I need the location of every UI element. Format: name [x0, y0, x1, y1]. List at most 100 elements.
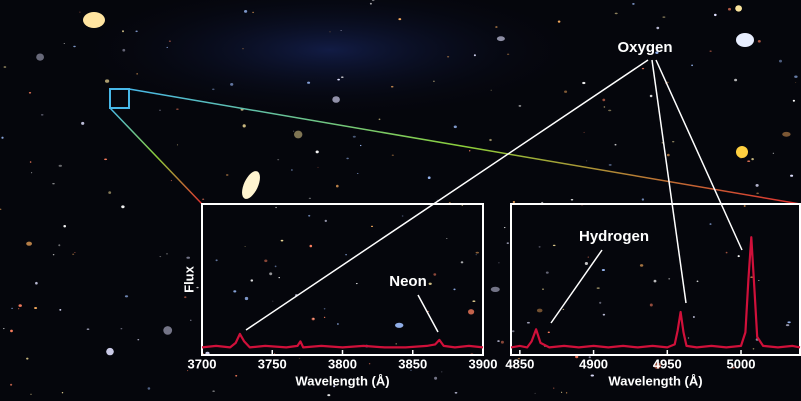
star	[329, 31, 331, 33]
star	[434, 376, 438, 380]
star	[252, 11, 255, 14]
star	[639, 264, 644, 267]
star	[272, 300, 274, 302]
star	[1, 136, 4, 139]
star	[601, 269, 606, 271]
x-tick-label: 3850	[398, 356, 427, 371]
star	[323, 308, 326, 310]
star	[269, 272, 273, 276]
x-tick-label: 4850	[505, 356, 534, 371]
star	[73, 45, 76, 48]
star	[725, 251, 728, 254]
galaxy	[83, 12, 105, 28]
star	[779, 59, 782, 63]
star	[307, 81, 311, 84]
x-tick-label: 4950	[653, 356, 682, 371]
star	[137, 339, 140, 341]
star	[536, 308, 543, 313]
star	[503, 227, 506, 229]
star	[590, 374, 594, 377]
x-tick-label: 3750	[258, 356, 287, 371]
star	[323, 316, 326, 318]
star	[453, 125, 457, 129]
galaxy	[736, 33, 754, 47]
star	[447, 56, 450, 58]
star	[534, 392, 536, 394]
star	[433, 80, 435, 83]
star	[79, 11, 81, 13]
star	[632, 3, 635, 5]
star	[317, 383, 320, 386]
star	[735, 5, 742, 12]
star	[327, 394, 331, 397]
star	[473, 54, 476, 57]
star	[58, 244, 61, 247]
star	[345, 254, 347, 256]
star	[341, 76, 344, 78]
star	[59, 309, 62, 311]
star	[545, 271, 549, 274]
star	[337, 78, 340, 81]
star	[309, 244, 313, 248]
star	[500, 340, 504, 344]
star	[641, 67, 645, 70]
star	[163, 326, 173, 335]
star	[696, 280, 699, 283]
star	[202, 198, 205, 200]
star	[58, 164, 62, 167]
star	[583, 131, 585, 133]
star	[795, 82, 797, 83]
star	[26, 357, 29, 360]
star	[506, 53, 510, 55]
star	[10, 383, 13, 386]
star	[453, 288, 456, 291]
star	[294, 130, 303, 139]
star	[655, 51, 659, 54]
star	[120, 328, 123, 330]
star	[517, 358, 521, 360]
star	[337, 323, 339, 325]
star	[176, 144, 179, 146]
star	[547, 331, 550, 334]
star	[105, 79, 110, 83]
star	[106, 347, 114, 356]
star	[561, 391, 563, 393]
star	[506, 242, 509, 244]
star	[512, 201, 516, 203]
star	[709, 223, 712, 225]
star	[538, 246, 541, 248]
star	[441, 371, 443, 373]
star	[570, 199, 574, 201]
star	[469, 150, 471, 152]
star	[225, 174, 229, 176]
star	[599, 301, 602, 304]
star	[244, 296, 249, 301]
star	[614, 143, 617, 146]
x-axis-label: Wavelength (Å)	[608, 373, 702, 388]
star	[603, 106, 606, 108]
star	[390, 85, 394, 88]
zoom-line	[109, 107, 203, 205]
star	[212, 88, 215, 91]
star	[292, 130, 295, 132]
star	[18, 304, 22, 307]
star	[772, 152, 775, 154]
star	[454, 392, 458, 394]
x-tick-label: 5000	[727, 356, 756, 371]
star	[395, 322, 404, 328]
star	[122, 48, 126, 52]
star	[190, 319, 192, 321]
star	[472, 300, 476, 303]
star	[196, 286, 199, 289]
star	[398, 18, 402, 21]
star	[378, 118, 381, 121]
star	[608, 109, 612, 112]
star	[602, 98, 606, 102]
star	[446, 238, 448, 239]
star	[277, 159, 280, 161]
star	[235, 375, 238, 377]
star	[18, 308, 20, 310]
star	[743, 205, 746, 207]
